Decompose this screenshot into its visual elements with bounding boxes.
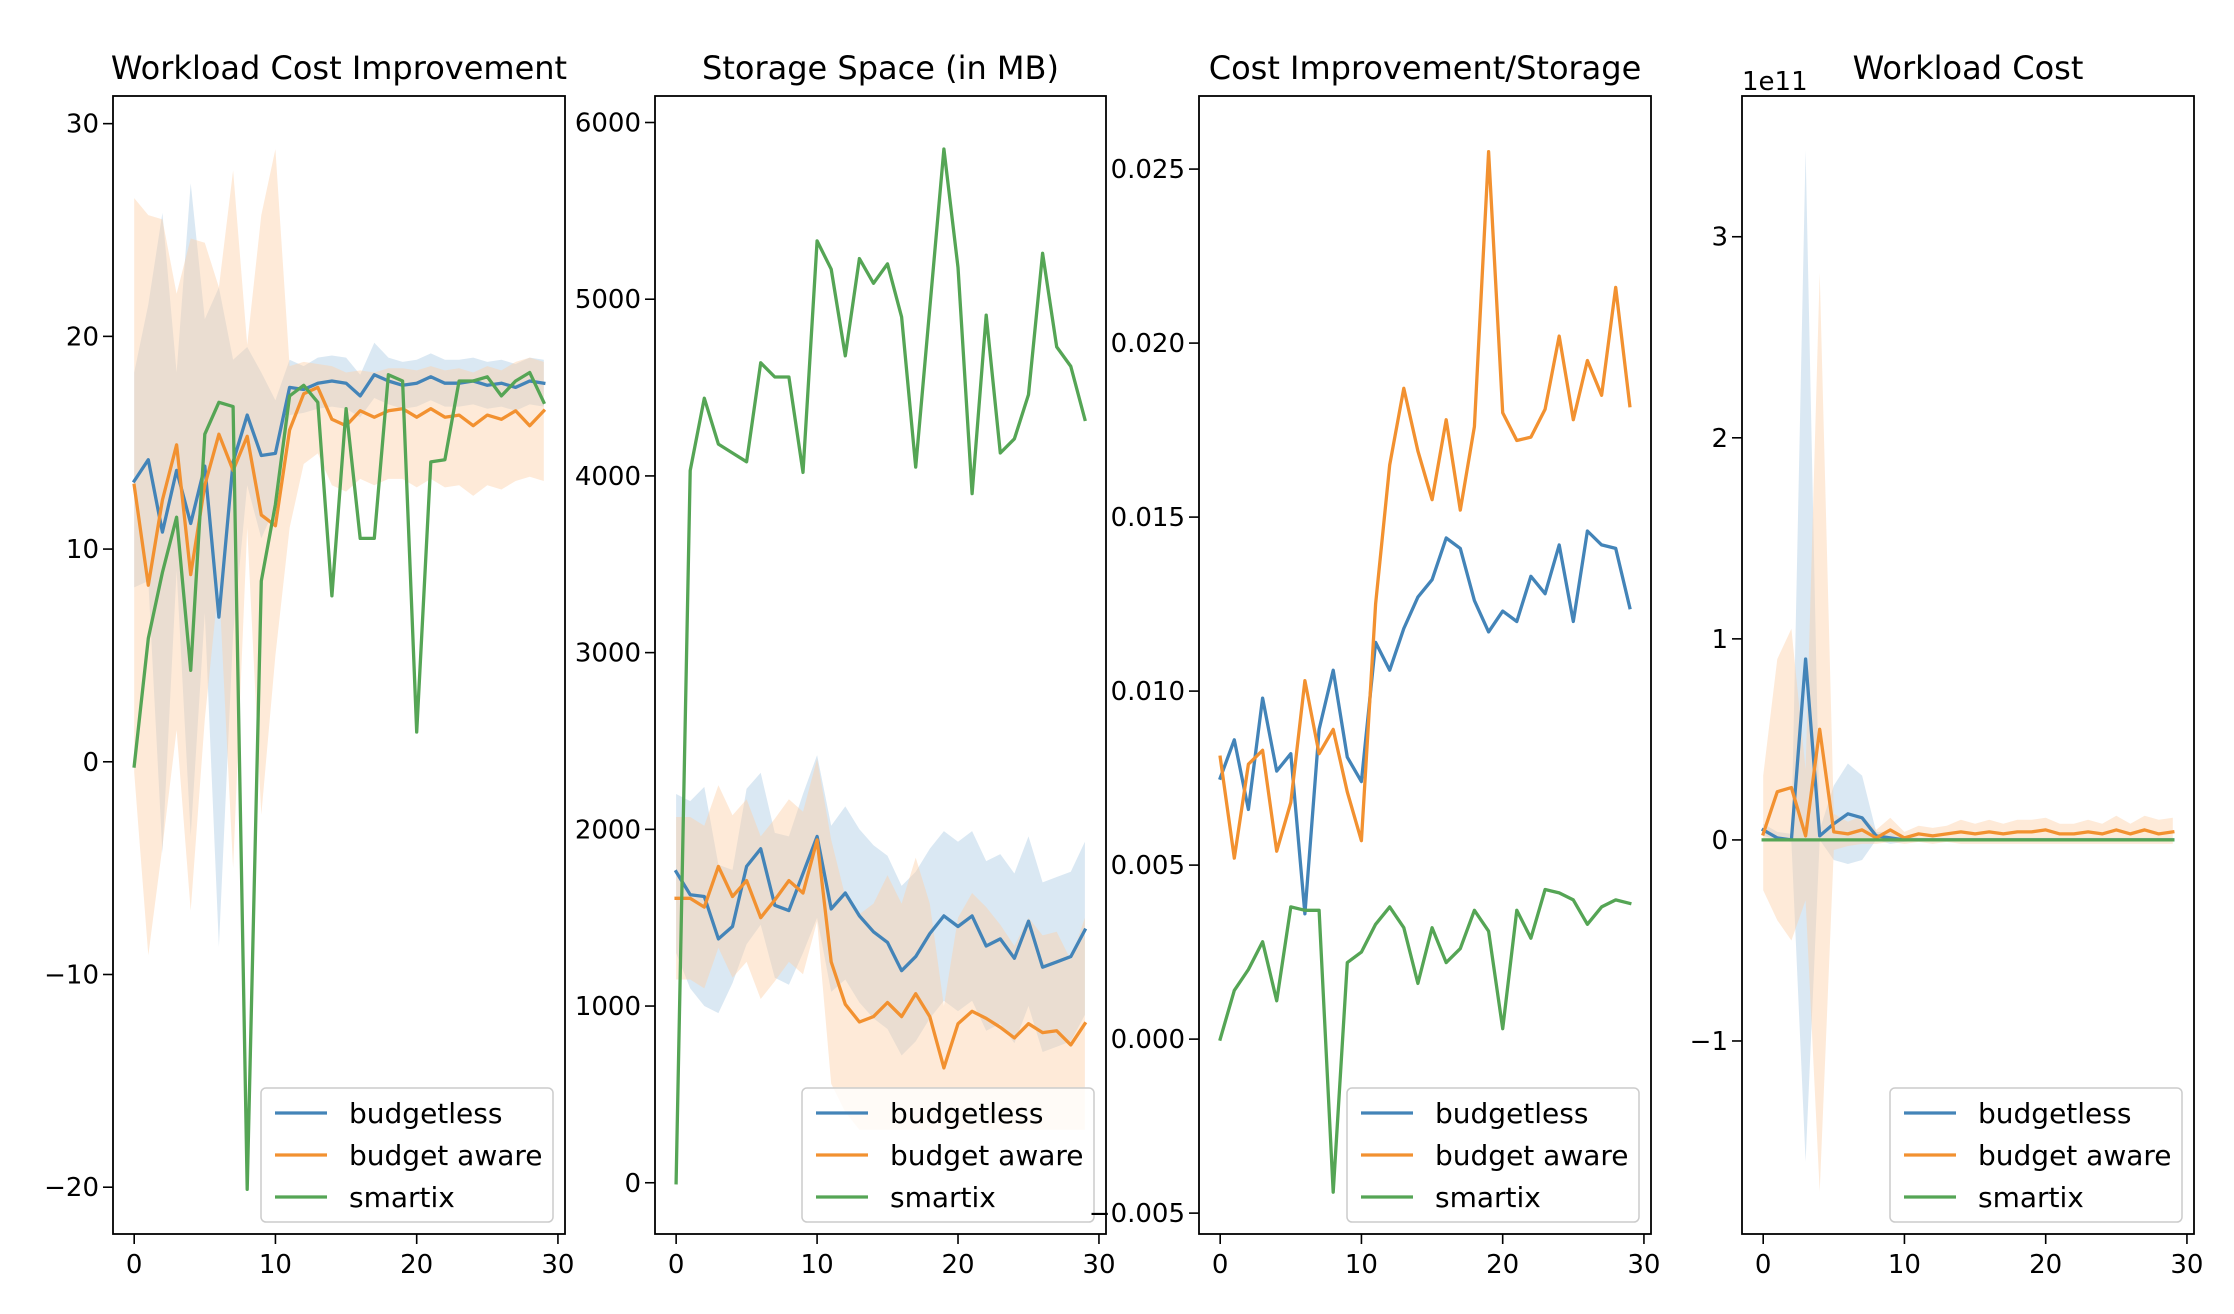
y-tick-label: 0: [1711, 826, 1728, 856]
x-tick-label: 10: [801, 1250, 834, 1280]
y-tick-label: 6000: [575, 109, 641, 139]
legend: budgetless budget aware smartix: [260, 1087, 554, 1223]
y-tick-label: −0.005: [1089, 1199, 1185, 1229]
series-line-budget-aware: [1218, 150, 1632, 860]
y-tick-label: 4000: [575, 462, 641, 492]
y-tick-label: 3000: [575, 639, 641, 669]
y-tick-label: −1: [1690, 1027, 1728, 1057]
y-tick-label: 0.020: [1111, 329, 1185, 359]
chart-title: Workload Cost: [1853, 49, 2084, 87]
x-tick-label: 0: [1755, 1250, 1772, 1280]
y-tick-label: 20: [66, 322, 99, 352]
legend-label-budgetless: budgetless: [890, 1097, 1043, 1130]
y-tick-label: −10: [44, 960, 99, 990]
x-tick-label: 30: [1082, 1250, 1115, 1280]
band-budgetless: [1763, 150, 2173, 1162]
y-tick-label: 1000: [575, 992, 641, 1022]
y-tick-label: 0.025: [1111, 155, 1185, 185]
chart-title: Storage Space (in MB): [702, 49, 1059, 87]
legend-label-budgetless: budgetless: [1978, 1097, 2131, 1130]
x-tick-label: 20: [941, 1250, 974, 1280]
x-tick-label: 10: [1888, 1250, 1921, 1280]
y-tick-label: 10: [66, 535, 99, 565]
y-tick-label: 0.000: [1111, 1025, 1185, 1055]
y-tick-label: 3: [1711, 223, 1728, 253]
legend: budgetless budget aware smartix: [801, 1087, 1095, 1223]
y-tick-label: 5000: [575, 285, 641, 315]
y-tick-label: 0.010: [1111, 677, 1185, 707]
y-tick-label: 0.005: [1111, 851, 1185, 881]
y-tick-label: 0.015: [1111, 503, 1185, 533]
axes-frame: [1198, 95, 1652, 1235]
x-tick-label: 10: [1345, 1250, 1378, 1280]
axes-frame: [112, 95, 566, 1235]
axes-frame: [654, 95, 1107, 1235]
legend-label-smartix: smartix: [349, 1181, 455, 1214]
y-tick-label: 0: [82, 748, 99, 778]
x-tick-label: 30: [541, 1250, 574, 1280]
y-tick-label: 1: [1711, 625, 1728, 655]
legend-label-budgetless: budgetless: [1435, 1097, 1588, 1130]
legend-label-budget-aware: budget aware: [890, 1139, 1084, 1172]
series-line-budget-aware: [1761, 727, 2175, 840]
series-line-smartix: [1218, 887, 1632, 1194]
y-tick-label: −20: [44, 1173, 99, 1203]
legend-label-budgetless: budgetless: [349, 1097, 502, 1130]
legend-label-budget-aware: budget aware: [1435, 1139, 1629, 1172]
series-line-smartix: [674, 147, 1087, 1185]
x-tick-label: 20: [1486, 1250, 1519, 1280]
axis-offset-label: 1e11: [1742, 67, 1808, 97]
legend-box: [801, 1087, 1095, 1223]
band-budget-aware: [676, 758, 1085, 1130]
chart-2: 0 10 20 30 0 1000 2000 3000 4000 5000 6000 Storage …: [575, 49, 1116, 1280]
x-tick-label: 30: [2170, 1250, 2203, 1280]
x-tick-label: 20: [400, 1250, 433, 1280]
band-budgetless: [134, 183, 544, 947]
y-tick-label: 0: [624, 1169, 641, 1199]
legend-label-budget-aware: budget aware: [349, 1139, 543, 1172]
chart-3: 0 10 20 30 −0.005 0.000 0.005 0.010 0.015 0.020 0.…: [1089, 49, 1661, 1280]
x-tick-label: 0: [1212, 1250, 1229, 1280]
legend-label-smartix: smartix: [1978, 1181, 2084, 1214]
series-line-budget-aware: [674, 838, 1088, 1070]
series-line-budgetless: [1218, 529, 1632, 916]
chart-1: 0 10 20 30 −20 −10 0 10 20 30 Workload Cost Improv…: [44, 49, 574, 1280]
band-budgetless: [676, 755, 1085, 1056]
legend: budgetless budget aware smartix: [1889, 1087, 2183, 1223]
y-tick-label: 2000: [575, 815, 641, 845]
series-line-budgetless: [673, 834, 1088, 973]
x-tick-label: 20: [2029, 1250, 2062, 1280]
legend-box: [1889, 1087, 2183, 1223]
legend: budgetless budget aware smartix: [1346, 1087, 1640, 1223]
x-tick-label: 10: [259, 1250, 292, 1280]
x-tick-label: 0: [668, 1250, 685, 1280]
legend-label-budget-aware: budget aware: [1978, 1139, 2172, 1172]
chart-4: 0 10 20 30 −1 0 1 2 3 Workload Cost 1e11 budgetless…: [1690, 49, 2204, 1280]
legend-label-smartix: smartix: [1435, 1181, 1541, 1214]
x-tick-label: 0: [126, 1250, 143, 1280]
legend-box: [260, 1087, 554, 1223]
chart-title: Workload Cost Improvement: [111, 49, 567, 87]
legend-label-smartix: smartix: [890, 1181, 996, 1214]
band-budget-aware: [134, 149, 544, 956]
axes-frame: [1741, 95, 2195, 1235]
series-line-smartix: [132, 370, 546, 1191]
y-tick-label: 2: [1711, 424, 1728, 454]
y-tick-label: 30: [66, 110, 99, 140]
legend-box: [1346, 1087, 1640, 1223]
chart-title: Cost Improvement/Storage: [1209, 49, 1642, 87]
x-tick-label: 30: [1627, 1250, 1660, 1280]
